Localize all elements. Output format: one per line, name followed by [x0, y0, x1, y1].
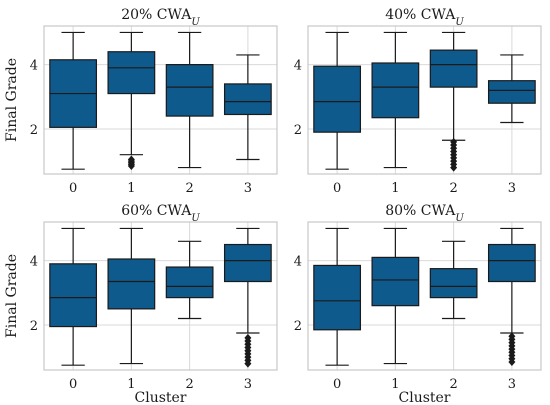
- y-tick-label: 2: [30, 319, 38, 334]
- x-tick-label: 1: [391, 377, 399, 392]
- iqr-box: [313, 264, 362, 331]
- panel-title: 40% CWAU: [385, 7, 464, 28]
- x-tick-label: 0: [333, 377, 341, 392]
- x-tick-label: 1: [127, 181, 135, 196]
- panel-3: 2 4 0 1 2 3 60% CWAU Final Grade Cluster: [4, 203, 278, 405]
- box-cluster-1: [107, 31, 156, 170]
- box-cluster-2: [429, 31, 478, 172]
- box-cluster-1: [107, 227, 156, 365]
- iqr-box: [107, 51, 156, 95]
- iqr-box: [429, 268, 478, 299]
- iqr-box: [49, 263, 98, 328]
- iqr-box: [487, 243, 536, 283]
- box-cluster-3: [487, 227, 536, 366]
- x-tick-label: 2: [185, 181, 193, 196]
- box-cluster-2: [429, 240, 478, 320]
- outlier-point: [450, 137, 458, 146]
- panel-title: 60% CWAU: [121, 203, 200, 224]
- iqr-box: [313, 65, 362, 133]
- x-tick-label: 1: [391, 181, 399, 196]
- x-tick-label: 0: [333, 181, 341, 196]
- iqr-box: [223, 83, 272, 116]
- iqr-box: [165, 64, 214, 117]
- x-axis-label: Cluster: [399, 390, 451, 405]
- iqr-box: [107, 258, 156, 310]
- x-tick-label: 2: [185, 377, 193, 392]
- y-tick-label: 2: [294, 319, 302, 334]
- panel-1: 2 4 0 1 2 3 20% CWAU Final Grade: [4, 7, 278, 196]
- y-tick-label: 4: [294, 255, 302, 270]
- box-cluster-3: [223, 227, 272, 368]
- panel-title: 20% CWAU: [121, 7, 200, 28]
- x-tick-label: 3: [244, 377, 252, 392]
- box-cluster-1: [371, 31, 420, 169]
- x-tick-label: 2: [449, 377, 457, 392]
- iqr-box: [371, 62, 420, 119]
- box-cluster-2: [165, 240, 214, 320]
- y-tick-label: 4: [30, 255, 38, 270]
- box-cluster-0: [313, 227, 362, 366]
- x-tick-label: 3: [508, 377, 516, 392]
- box-cluster-1: [371, 227, 420, 365]
- iqr-box: [487, 80, 536, 104]
- iqr-box: [429, 49, 478, 88]
- box-cluster-0: [49, 227, 98, 366]
- x-tick-label: 1: [127, 377, 135, 392]
- panel-2: 2 4 0 1 2 3 40% CWAU: [294, 7, 542, 196]
- box-cluster-2: [165, 31, 214, 169]
- iqr-box: [165, 266, 214, 299]
- y-tick-label: 2: [30, 123, 38, 138]
- panel-4: 2 4 0 1 2 3 80% CWAU Cluster: [294, 203, 542, 405]
- box-cluster-0: [49, 31, 98, 170]
- outlier-point: [244, 333, 252, 342]
- y-tick-label: 4: [294, 59, 302, 74]
- y-tick-label: 4: [30, 59, 38, 74]
- plot-frame: [307, 221, 542, 371]
- box-cluster-3: [487, 54, 536, 124]
- outlier-point: [508, 332, 516, 341]
- plot-frame: [43, 25, 278, 175]
- x-tick-label: 0: [69, 377, 77, 392]
- box-cluster-0: [313, 31, 362, 170]
- x-tick-label: 3: [244, 181, 252, 196]
- x-tick-label: 0: [69, 181, 77, 196]
- outlier-point: [127, 155, 135, 164]
- x-axis-label: Cluster: [135, 390, 187, 405]
- plot-frame: [307, 25, 542, 175]
- panel-title: 80% CWAU: [385, 203, 464, 224]
- box-cluster-3: [223, 54, 272, 161]
- y-axis-label: Final Grade: [4, 58, 20, 142]
- plot-frame: [43, 221, 278, 371]
- y-tick-label: 2: [294, 123, 302, 138]
- x-tick-label: 2: [449, 181, 457, 196]
- y-axis-label: Final Grade: [4, 254, 20, 338]
- iqr-box: [371, 256, 420, 307]
- iqr-box: [223, 243, 272, 283]
- x-tick-label: 3: [508, 181, 516, 196]
